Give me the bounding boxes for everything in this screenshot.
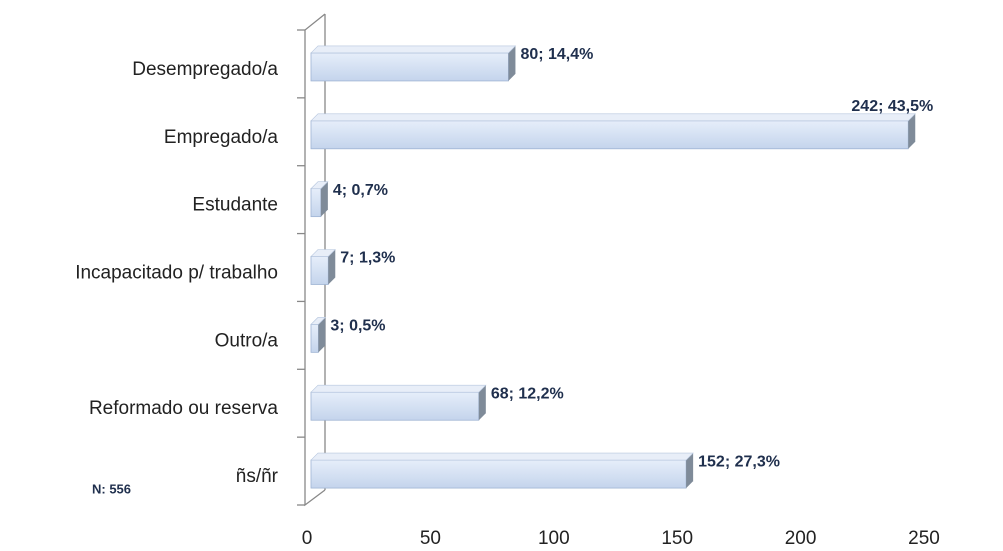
- value-label: 3; 0,5%: [330, 318, 385, 335]
- bar: [310, 459, 687, 489]
- bar-top: [310, 452, 694, 461]
- bar-top: [310, 181, 329, 189]
- bar-side: [686, 453, 694, 489]
- x-tick-label: 150: [661, 528, 693, 549]
- bar: [310, 188, 322, 218]
- y-tick-label: Desempregado/a: [132, 59, 278, 80]
- y-tick-label: ñs/ñr: [236, 466, 279, 487]
- bar: [310, 120, 909, 150]
- bar-side: [508, 45, 516, 81]
- bar: [310, 323, 319, 353]
- bar-side: [328, 249, 336, 285]
- value-label: 152; 27,3%: [698, 453, 780, 470]
- y-tick-label: Outro/a: [215, 330, 279, 351]
- value-label: 68; 12,2%: [491, 385, 564, 402]
- x-tick-label: 0: [302, 528, 313, 549]
- value-label: 242; 43,5%: [851, 98, 933, 115]
- annotation: N: 556: [92, 481, 131, 496]
- x-tick-label: 200: [785, 528, 817, 549]
- bar: [310, 256, 329, 285]
- bar-top: [310, 317, 327, 325]
- bar: [310, 52, 509, 82]
- value-label: 4; 0,7%: [333, 182, 388, 199]
- bar-top: [310, 113, 916, 122]
- bar-top: [310, 45, 517, 54]
- x-tick-label: 100: [538, 528, 570, 549]
- bar-side: [908, 113, 916, 149]
- bar-top: [310, 384, 487, 393]
- bar-side: [318, 317, 326, 353]
- y-tick-label: Reformado ou reserva: [89, 398, 278, 419]
- bar-side: [320, 181, 328, 217]
- x-tick-label: 50: [420, 528, 441, 549]
- y-tick-label: Empregado/a: [164, 127, 279, 148]
- bar-top: [310, 249, 337, 257]
- y-tick-label: Estudante: [192, 195, 278, 216]
- x-tick-label: 250: [908, 528, 940, 549]
- y-tick-label: Incapacitado p/ trabalho: [75, 263, 278, 284]
- value-label: 80; 14,4%: [520, 46, 593, 63]
- bar: [310, 391, 480, 421]
- value-label: 7; 1,3%: [340, 250, 395, 267]
- bar-side: [478, 385, 486, 421]
